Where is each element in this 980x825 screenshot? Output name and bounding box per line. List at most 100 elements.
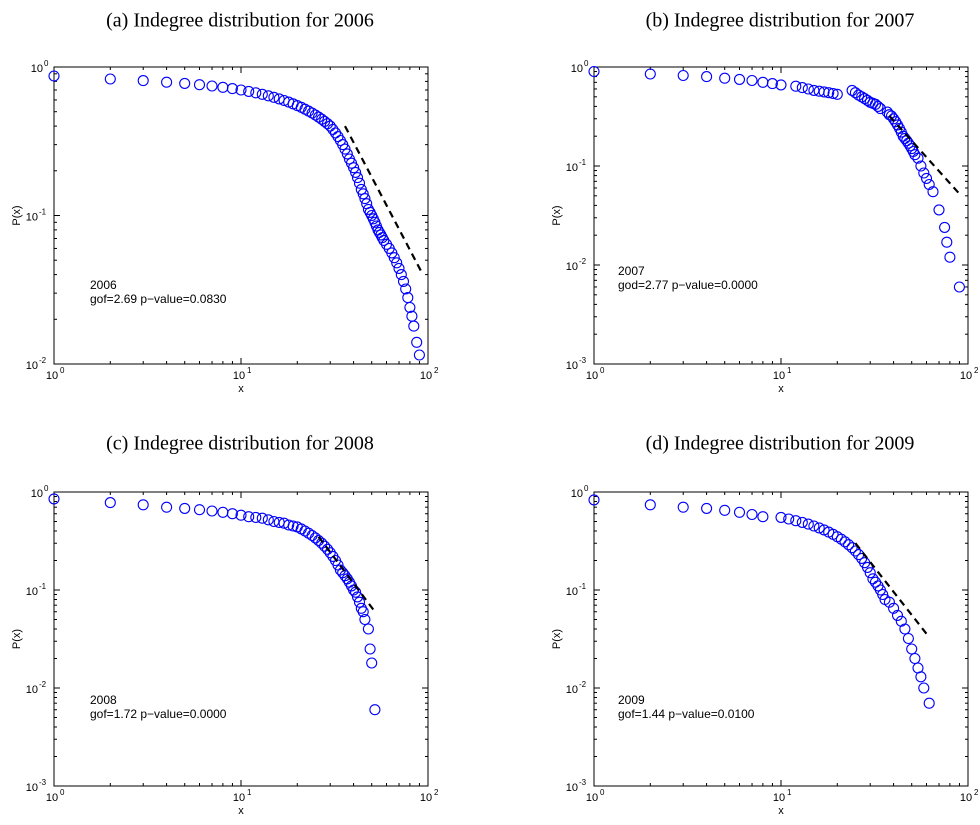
data-point [48,493,60,505]
data-point [179,502,191,514]
fit-line [344,125,423,272]
data-point [920,172,933,184]
data-point [766,78,778,90]
data-point [350,166,362,178]
y-tick-exponent: 0 [584,59,589,68]
data-point [881,106,893,118]
x-tick-label: 10 [773,792,785,804]
data-point [161,76,173,88]
data-point [677,501,689,513]
y-tick-label: 10 [566,360,578,372]
annotation-line: 2007 [618,264,645,278]
data-point [941,236,953,248]
y-tick-exponent: 0 [584,484,589,493]
y-tick-exponent: -2 [39,680,47,689]
y-tick-label: 10 [566,586,578,598]
data-point [902,632,914,645]
annotation-line: gof=1.44 p−value=0.0100 [618,707,755,721]
x-tick-label: 10 [586,370,598,382]
data-point [835,533,847,545]
data-point [243,511,255,523]
data-point [179,77,191,89]
data-point [918,167,930,179]
y-axis-label: P(x) [551,205,563,225]
data-point [256,512,268,524]
x-tick-label: 10 [233,370,245,382]
data-point [48,70,60,82]
panel-caption: (b) Indegree distribution for 2007 [646,10,915,32]
y-tick-exponent: 0 [44,59,49,68]
data-point [883,596,895,608]
data-point [366,657,378,669]
data-point [872,100,884,112]
x-tick-exponent: 2 [974,366,979,375]
data-point [818,86,830,98]
data-point [783,513,795,525]
data-point [393,262,405,274]
panel-caption: (d) Indegree distribution for 2009 [646,433,915,455]
annotation-line: 2006 [90,278,117,292]
x-tick-exponent: 2 [434,788,439,797]
data-point [899,623,911,635]
y-tick-exponent: -1 [39,582,47,591]
data-point [341,148,353,160]
data-point [775,511,787,523]
y-tick-label: 10 [566,782,578,794]
data-point [327,123,339,135]
data-point [849,545,861,557]
data-point [193,79,206,91]
x-axis-label: x [238,383,244,395]
data-point [644,68,656,80]
annotation-line: gof=1.72 p−value=0.0000 [90,707,227,721]
y-tick-label: 10 [566,162,578,174]
x-tick-label: 10 [420,370,432,382]
data-point [206,80,218,92]
data-point [733,73,746,85]
data-point [813,522,825,534]
y-tick-exponent: -2 [579,257,587,266]
data-point [701,71,713,83]
data-point [790,80,802,92]
data-point [104,73,116,85]
y-tick-label: 10 [26,782,38,794]
y-tick-label: 10 [31,488,43,500]
fit-line [317,536,376,613]
data-point [364,643,376,655]
data-point [918,682,930,694]
data-point [939,221,951,233]
data-point [413,349,425,361]
data-point [790,515,802,527]
y-tick-label: 10 [566,261,578,273]
data-point [953,281,965,293]
data-point [235,84,247,96]
data-point [864,567,876,579]
data-point [588,494,600,506]
data-point [395,269,407,281]
x-axis-label: x [778,805,784,817]
y-axis-label: P(x) [11,629,23,649]
data-point [243,85,255,97]
data-point [874,103,886,115]
y-tick-exponent: -1 [39,208,47,217]
data-point [888,602,900,614]
y-tick-label: 10 [571,488,583,500]
x-tick-label: 10 [960,792,972,804]
data-point [411,336,423,348]
data-point [757,511,769,523]
data-point [362,623,374,635]
y-tick-exponent: -2 [579,680,587,689]
data-point [796,82,808,94]
data-point [235,509,247,521]
data-point [915,671,927,683]
data-point [888,113,900,125]
annotation-line: 2008 [90,693,117,707]
data-point [808,520,820,532]
annotation-line: gof=2.69 p−value=0.0830 [90,292,227,306]
data-point [316,537,328,549]
data-point [324,120,336,132]
data-point [351,172,364,184]
data-point [137,75,149,87]
data-point [262,514,274,526]
